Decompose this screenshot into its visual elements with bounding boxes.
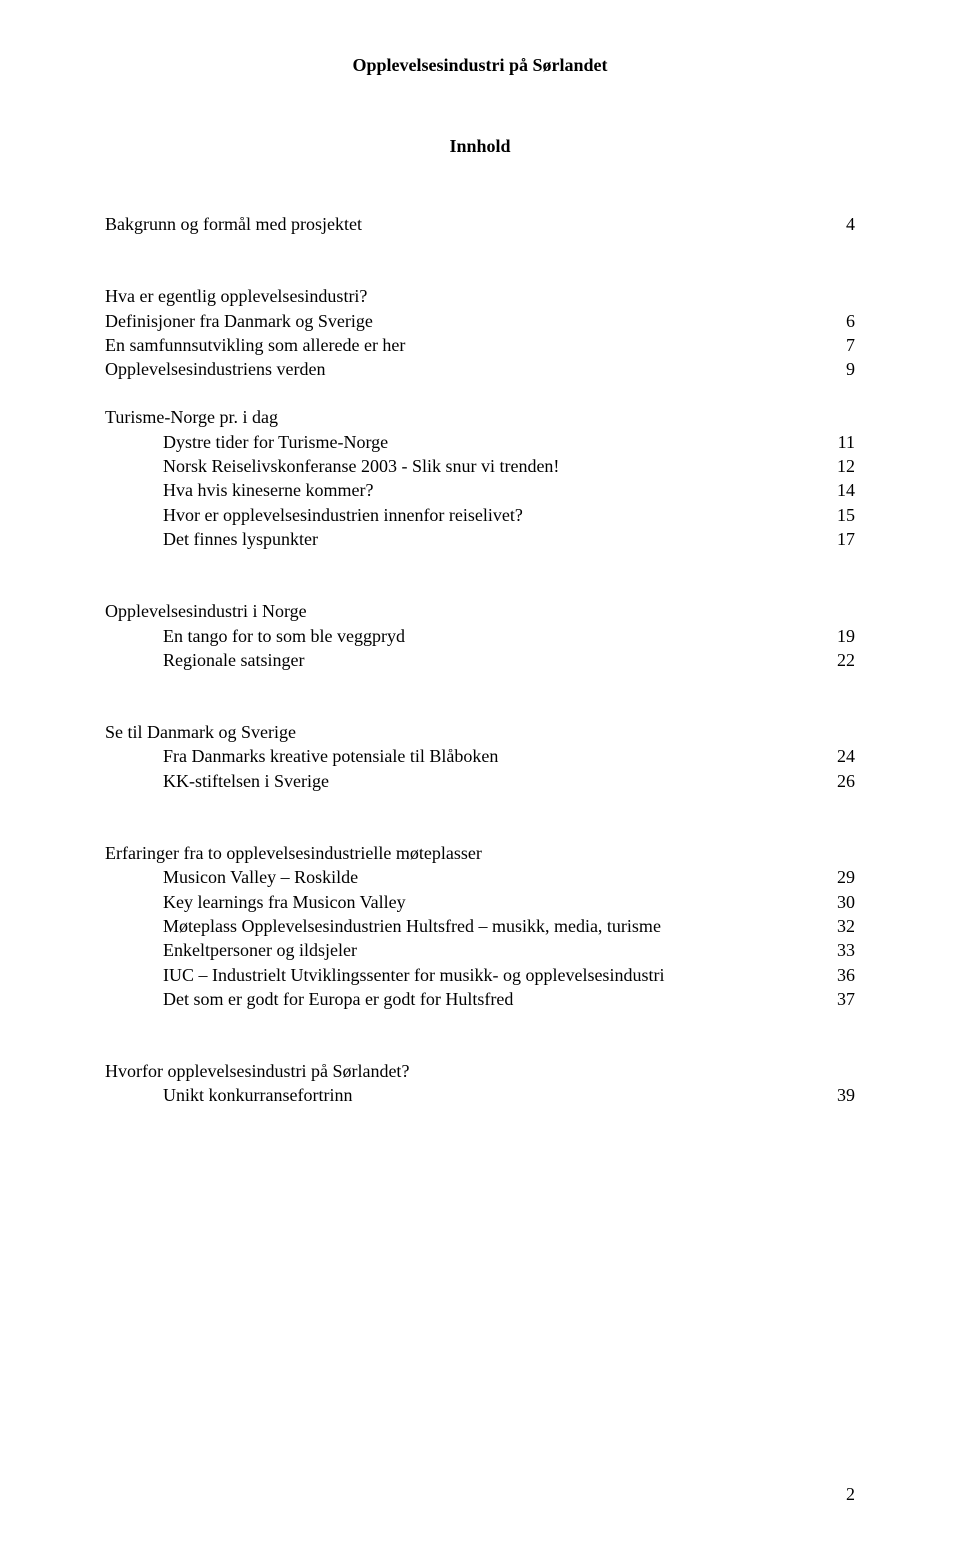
toc-heading-page (810, 599, 855, 623)
toc-item-text: Det finnes lyspunkter (105, 527, 810, 551)
toc-container: Bakgrunn og formål med prosjektet 4 Hva … (105, 212, 855, 1108)
toc-heading: Erfaringer fra to opplevelsesindustriell… (105, 841, 855, 865)
page-number: 2 (846, 1484, 855, 1505)
toc-item: Møteplass Opplevelsesindustrien Hultsfre… (105, 914, 855, 938)
toc-item-page: 36 (810, 963, 855, 987)
toc-item: Enkeltpersoner og ildsjeler 33 (105, 938, 855, 962)
toc-item: En tango for to som ble veggpryd 19 (105, 624, 855, 648)
toc-item: IUC – Industrielt Utviklingssenter for m… (105, 963, 855, 987)
toc-item-page: 37 (810, 987, 855, 1011)
toc-item-text: Enkeltpersoner og ildsjeler (105, 938, 810, 962)
toc-item-page: 14 (810, 478, 855, 502)
toc-heading-page (810, 284, 855, 308)
toc-heading: Turisme-Norge pr. i dag (105, 405, 855, 429)
toc-item: Norsk Reiselivskonferanse 2003 - Slik sn… (105, 454, 855, 478)
toc-heading-page: 4 (810, 212, 855, 236)
toc-heading: Hva er egentlig opplevelsesindustri? (105, 284, 855, 308)
toc-item: Dystre tider for Turisme-Norge 11 (105, 430, 855, 454)
toc-item-page: 24 (810, 744, 855, 768)
toc-item-text: En samfunnsutvikling som allerede er her (105, 333, 810, 357)
toc-title: Innhold (105, 136, 855, 157)
toc-item: Regionale satsinger 22 (105, 648, 855, 672)
toc-item: Hvor er opplevelsesindustrien innenfor r… (105, 503, 855, 527)
toc-heading-page (810, 720, 855, 744)
toc-item-page: 12 (810, 454, 855, 478)
toc-heading-text: Se til Danmark og Sverige (105, 720, 810, 744)
toc-heading-text: Erfaringer fra to opplevelsesindustriell… (105, 841, 810, 865)
toc-item-page: 33 (810, 938, 855, 962)
toc-item-text: Key learnings fra Musicon Valley (105, 890, 810, 914)
toc-item-page: 11 (810, 430, 855, 454)
toc-item-page: 26 (810, 769, 855, 793)
toc-item: Musicon Valley – Roskilde 29 (105, 865, 855, 889)
toc-item-text: Dystre tider for Turisme-Norge (105, 430, 810, 454)
toc-item: Det finnes lyspunkter 17 (105, 527, 855, 551)
toc-item-page: 15 (810, 503, 855, 527)
toc-item-page: 30 (810, 890, 855, 914)
toc-heading-page (810, 841, 855, 865)
toc-heading-page (810, 1059, 855, 1083)
toc-heading-text: Hva er egentlig opplevelsesindustri? (105, 284, 810, 308)
toc-item-text: Definisjoner fra Danmark og Sverige (105, 309, 810, 333)
toc-item-page: 22 (810, 648, 855, 672)
toc-item: Hva hvis kineserne kommer? 14 (105, 478, 855, 502)
toc-item-text: Møteplass Opplevelsesindustrien Hultsfre… (105, 914, 810, 938)
toc-item: En samfunnsutvikling som allerede er her… (105, 333, 855, 357)
toc-item-page: 32 (810, 914, 855, 938)
toc-heading: Se til Danmark og Sverige (105, 720, 855, 744)
toc-item: Fra Danmarks kreative potensiale til Blå… (105, 744, 855, 768)
toc-item-page: 9 (810, 357, 855, 381)
toc-item-text: En tango for to som ble veggpryd (105, 624, 810, 648)
toc-item-text: Regionale satsinger (105, 648, 810, 672)
toc-item-text: Det som er godt for Europa er godt for H… (105, 987, 810, 1011)
toc-item-text: Norsk Reiselivskonferanse 2003 - Slik sn… (105, 454, 810, 478)
toc-item-text: Fra Danmarks kreative potensiale til Blå… (105, 744, 810, 768)
toc-item-page: 17 (810, 527, 855, 551)
toc-item-page: 19 (810, 624, 855, 648)
toc-item-text: IUC – Industrielt Utviklingssenter for m… (105, 963, 810, 987)
toc-item-text: KK-stiftelsen i Sverige (105, 769, 810, 793)
toc-heading-text: Turisme-Norge pr. i dag (105, 405, 810, 429)
toc-heading-text: Hvorfor opplevelsesindustri på Sørlandet… (105, 1059, 810, 1083)
toc-item-text: Hva hvis kineserne kommer? (105, 478, 810, 502)
toc-item: Opplevelsesindustriens verden 9 (105, 357, 855, 381)
page-header: Opplevelsesindustri på Sørlandet (105, 55, 855, 76)
toc-item: KK-stiftelsen i Sverige 26 (105, 769, 855, 793)
toc-item-page: 29 (810, 865, 855, 889)
toc-item-page: 39 (810, 1083, 855, 1107)
toc-item-text: Hvor er opplevelsesindustrien innenfor r… (105, 503, 810, 527)
toc-heading-page (810, 405, 855, 429)
toc-item-text: Musicon Valley – Roskilde (105, 865, 810, 889)
toc-item-text: Opplevelsesindustriens verden (105, 357, 810, 381)
toc-item: Det som er godt for Europa er godt for H… (105, 987, 855, 1011)
toc-heading-text: Bakgrunn og formål med prosjektet (105, 212, 810, 236)
toc-item: Unikt konkurransefortrinn 39 (105, 1083, 855, 1107)
toc-heading: Opplevelsesindustri i Norge (105, 599, 855, 623)
toc-item: Definisjoner fra Danmark og Sverige 6 (105, 309, 855, 333)
toc-item-page: 7 (810, 333, 855, 357)
toc-heading: Bakgrunn og formål med prosjektet 4 (105, 212, 855, 236)
toc-item: Key learnings fra Musicon Valley 30 (105, 890, 855, 914)
toc-heading: Hvorfor opplevelsesindustri på Sørlandet… (105, 1059, 855, 1083)
toc-heading-text: Opplevelsesindustri i Norge (105, 599, 810, 623)
toc-item-text: Unikt konkurransefortrinn (105, 1083, 810, 1107)
toc-item-page: 6 (810, 309, 855, 333)
